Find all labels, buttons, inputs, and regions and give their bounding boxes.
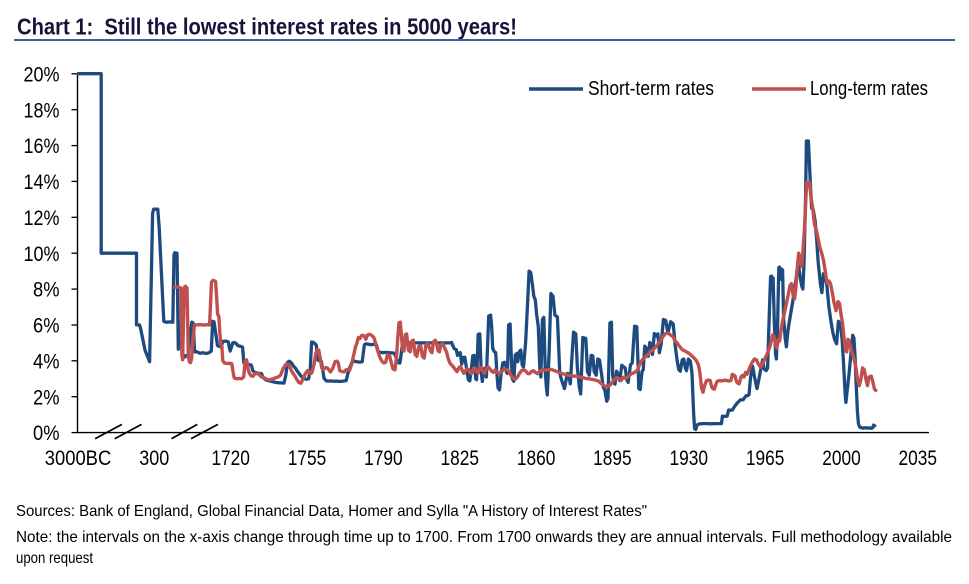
- svg-text:1965: 1965: [746, 446, 785, 470]
- svg-text:14%: 14%: [24, 170, 60, 194]
- svg-text:2000: 2000: [822, 446, 861, 470]
- svg-text:2035: 2035: [899, 446, 938, 470]
- svg-text:18%: 18%: [24, 98, 60, 122]
- svg-text:Sources: Bank of England, Glob: Sources: Bank of England, Global Financi…: [16, 503, 647, 520]
- svg-text:4%: 4%: [33, 349, 60, 373]
- svg-text:300: 300: [139, 446, 169, 470]
- svg-text:1895: 1895: [593, 446, 632, 470]
- svg-text:0%: 0%: [33, 421, 60, 445]
- svg-text:1860: 1860: [517, 446, 556, 470]
- svg-text:16%: 16%: [24, 134, 60, 158]
- svg-text:1825: 1825: [441, 446, 480, 470]
- svg-text:1755: 1755: [288, 446, 327, 470]
- svg-text:1720: 1720: [211, 446, 250, 470]
- svg-text:8%: 8%: [33, 278, 60, 302]
- svg-text:6%: 6%: [33, 314, 60, 338]
- svg-text:upon request: upon request: [16, 550, 93, 567]
- svg-text:2%: 2%: [33, 385, 60, 409]
- svg-text:1790: 1790: [364, 446, 403, 470]
- svg-text:3000BC: 3000BC: [45, 446, 112, 470]
- svg-text:10%: 10%: [24, 242, 60, 266]
- svg-text:Short-term rates: Short-term rates: [588, 77, 714, 100]
- svg-text:Note: the intervals on the x-a: Note: the intervals on the x-axis change…: [16, 529, 952, 546]
- svg-text:12%: 12%: [24, 206, 60, 230]
- svg-text:Chart 1: Still the lowest int: Chart 1: Still the lowest interest rates…: [17, 13, 517, 39]
- svg-text:20%: 20%: [24, 62, 60, 86]
- svg-text:Long-term rates: Long-term rates: [810, 77, 928, 100]
- svg-text:1930: 1930: [670, 446, 709, 470]
